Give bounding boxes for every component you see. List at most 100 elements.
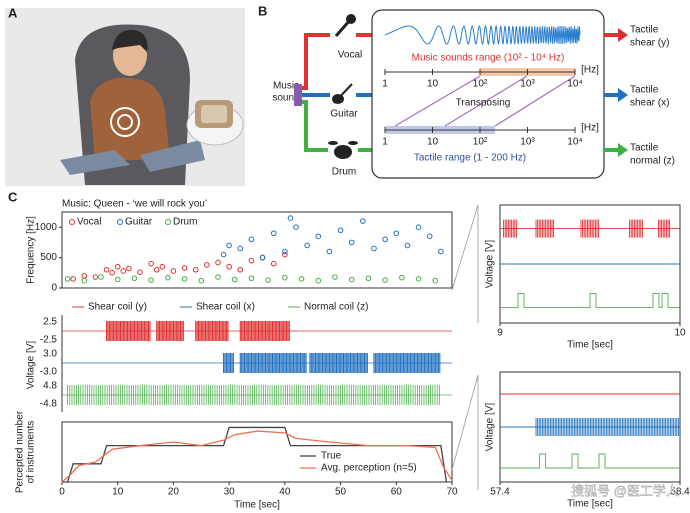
instrument-label: Drum [332,167,356,178]
point [432,277,439,284]
axis-tick-label: 10² [473,79,488,90]
y-tick-label: -2.5 [40,335,58,346]
point [98,274,104,280]
point [181,265,188,271]
point [371,245,377,252]
y-axis-label: Percepted number [15,410,26,493]
legend-marker [165,219,171,225]
burst [195,321,229,341]
transposing: Transposing [456,98,511,109]
input-label: Music [273,81,299,92]
point [114,276,121,283]
point [215,259,221,266]
point [153,266,160,273]
legend-label: Avg. perception (n=5) [321,463,417,474]
point [248,236,255,243]
legend-label: Drum [173,217,197,228]
panel-label: C [8,189,18,204]
legend-label: True [321,451,342,462]
point [298,276,305,282]
x-tick-label: 20 [168,487,180,498]
x-tick-label: 58.4 [670,487,690,498]
point [231,276,238,283]
point [181,276,188,282]
point [226,242,232,249]
y-tick-label: 500 [40,252,57,263]
point [270,260,277,267]
y-tick-label: -4.8 [40,399,58,410]
point [287,215,294,221]
y-tick-label: 2.5 [43,317,57,328]
point [315,277,322,284]
burst [239,353,307,373]
point [81,273,88,279]
legend-label: Normal coil (z) [304,302,368,313]
legend-marker [69,219,75,225]
y-tick-label: 3.0 [43,349,57,360]
plot-frame [61,211,453,289]
panel-label: B [258,3,267,18]
point [304,242,310,249]
axis-tick-label: 10 [427,137,439,148]
point [426,233,433,240]
point [382,277,388,283]
tactile-range: Tactile range (1 - 200 Hz) [414,153,526,164]
legend-label: Vocal [77,217,101,228]
point [315,233,322,240]
diagram: Music sound Vocal Guitar Drum Music soun… [272,9,675,179]
x-tick-label: 50 [335,487,347,498]
x-axis-label: Time [sec] [567,340,613,351]
y-tick-label: 0 [51,283,57,294]
point [159,263,166,270]
x-tick-label: 10 [674,328,686,339]
x-tick-label: 70 [446,487,458,498]
point [92,274,99,280]
legend-label: Shear coil (y) [88,302,147,313]
x-tick-label: 57.4 [490,487,510,498]
illustration [60,24,244,185]
output-label: Tactile [630,143,659,154]
burst [580,219,600,238]
axis-tick-label: 10³ [520,137,535,148]
point [215,274,221,280]
point [360,218,366,224]
trace [500,453,680,469]
series-line [61,430,453,483]
y-tick-label: 1000 [35,222,58,233]
burst [309,353,368,373]
axis-tick-label: 10³ [520,79,535,90]
plot-frame [61,421,453,483]
x-tick-label: 9 [497,328,503,339]
point [170,268,177,274]
x-tick-label: 30 [224,487,236,498]
point [332,274,338,280]
point [282,274,288,281]
x-axis-label: Time [sec] [567,499,613,510]
point [393,230,400,237]
point [293,224,299,230]
axis-tick-label: 1 [382,137,388,148]
point [248,257,255,264]
burst [373,353,441,373]
x-axis-label: Time [sec] [234,500,280,511]
burst [156,321,184,341]
output-label: Tactile [630,85,659,96]
point [131,275,138,282]
panel-label: A [8,5,18,20]
point [70,276,76,282]
unit: [Hz] [581,65,599,76]
instrument-label: Vocal [338,50,362,61]
burst [239,321,290,341]
point [165,274,171,281]
point [348,239,355,246]
x-tick-label: 0 [59,487,65,498]
burst [503,219,517,238]
diagram-ticks: 1 1 10 10 10² 10² 10³ 10³ 10⁴ 10⁴ [382,69,583,148]
legend-label: Guitar [125,217,153,228]
output-label: normal (z) [630,156,675,167]
y-tick-label: -3.0 [40,367,58,378]
burst [106,321,151,341]
axis-tick-label: 10 [427,79,439,90]
output-label: Tactile [630,25,659,36]
